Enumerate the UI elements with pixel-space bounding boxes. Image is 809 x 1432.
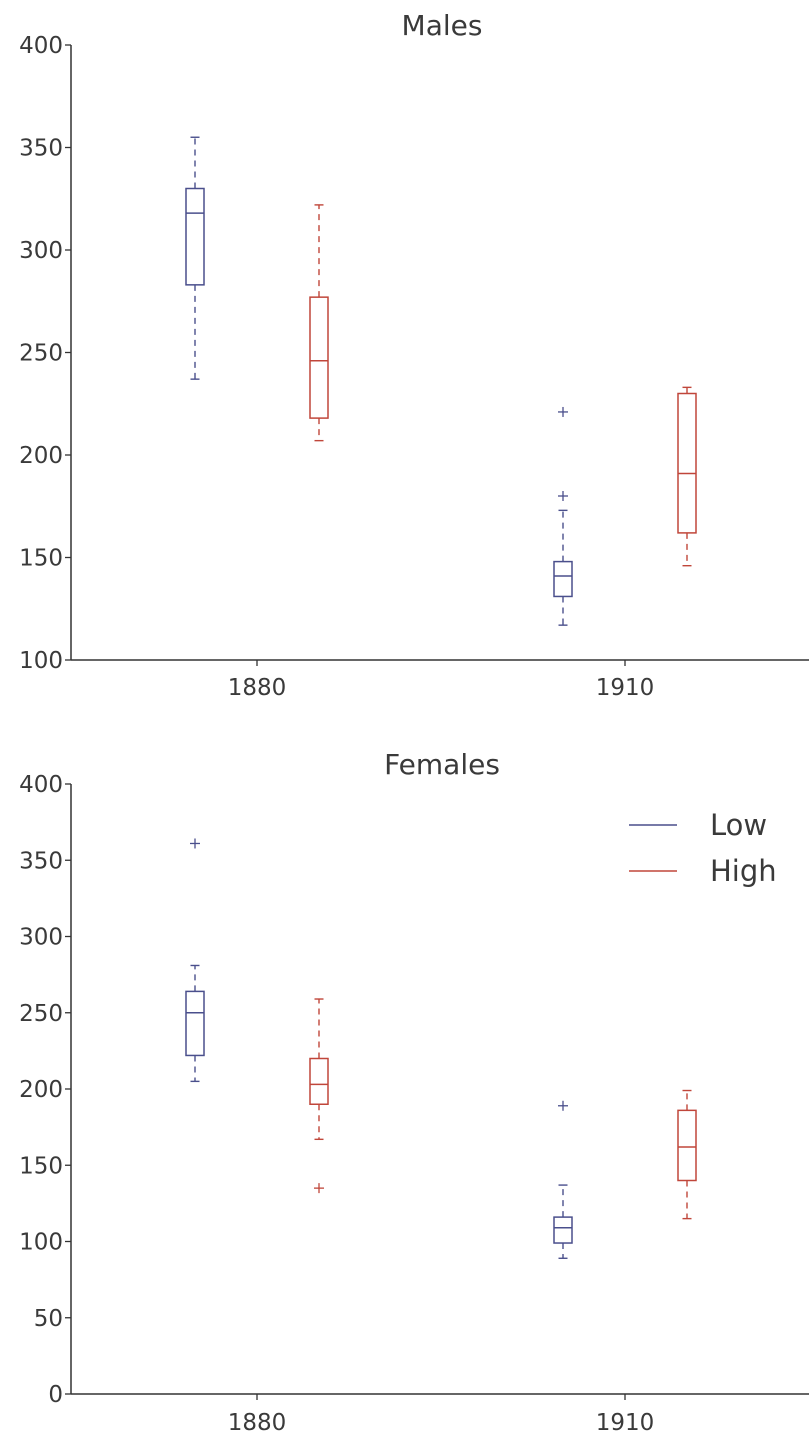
box-iqr: [185, 990, 205, 1057]
chart-title: Males: [402, 9, 483, 42]
legend-label-high: High: [710, 854, 777, 888]
box-iqr: [677, 1109, 697, 1182]
box-iqr: [677, 392, 697, 534]
y-tick-label: 200: [19, 1077, 63, 1103]
x-tick-label: 1910: [596, 675, 655, 701]
y-tick-label: 100: [19, 648, 63, 674]
females-panel: Females Low High 0 50 100 150 200 250 300 350 40…: [19, 748, 809, 1432]
y-tick-label: 350: [19, 136, 63, 162]
y-tick-label: 50: [34, 1306, 63, 1332]
box-low-1910: [553, 1100, 573, 1259]
legend-label-low: Low: [710, 808, 767, 842]
y-tick-label: 100: [19, 1230, 63, 1256]
box-low-1910: [553, 406, 573, 626]
y-tick-label: 150: [19, 1153, 63, 1179]
legend: Low High: [629, 808, 777, 888]
box-low-1880: [185, 838, 205, 1083]
box-iqr: [309, 296, 329, 419]
box-iqr: [553, 1216, 573, 1244]
box-iqr: [309, 1057, 329, 1105]
outlier-point: [314, 1183, 324, 1194]
males-panel: Males 100 150 200 250 300 350 400 1880 1910: [19, 9, 809, 701]
box-high-1880: [309, 998, 329, 1194]
y-tick-label: 0: [48, 1382, 63, 1408]
y-tick-label: 250: [19, 1001, 63, 1027]
box-iqr: [553, 560, 573, 598]
y-tick-label: 350: [19, 848, 63, 874]
x-tick-label: 1880: [228, 675, 287, 701]
box-high-1910: [677, 1089, 697, 1220]
y-tick-label: 150: [19, 546, 63, 572]
y-tick-label: 300: [19, 238, 63, 264]
y-tick-label: 200: [19, 443, 63, 469]
y-tick-label: 400: [19, 772, 63, 798]
y-tick-label: 400: [19, 33, 63, 59]
outlier-point: [190, 838, 200, 849]
box-high-1910: [677, 386, 697, 567]
outlier-point: [558, 491, 568, 501]
box-high-1880: [309, 204, 329, 442]
box-iqr: [185, 187, 205, 286]
box-low-1880: [185, 136, 205, 380]
outlier-point: [558, 406, 568, 417]
chart-title: Females: [384, 748, 500, 781]
outlier-point: [558, 1100, 568, 1111]
x-tick-label: 1910: [596, 1410, 655, 1432]
y-tick-label: 300: [19, 925, 63, 951]
x-tick-label: 1880: [228, 1410, 287, 1432]
y-tick-label: 250: [19, 341, 63, 367]
